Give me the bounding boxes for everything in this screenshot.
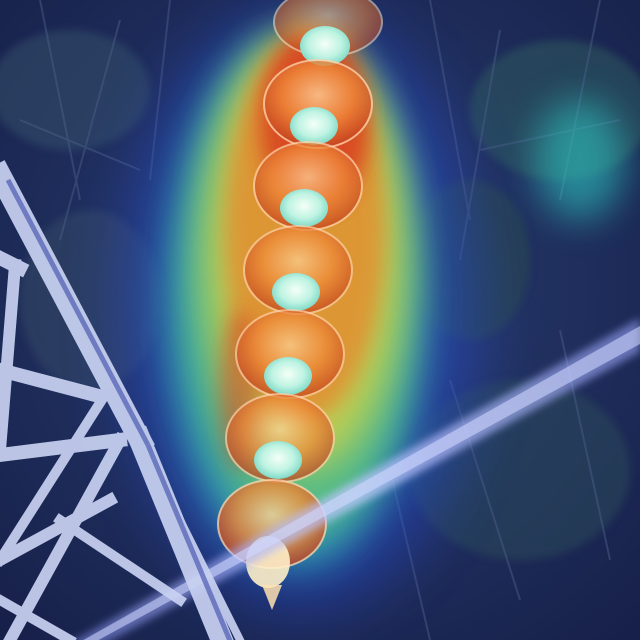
insulator-disc: [263, 59, 373, 149]
insulator-disc: [225, 393, 335, 483]
transmission-tower: [0, 160, 245, 640]
insulator-disc: [235, 309, 345, 399]
power-line: [75, 318, 640, 640]
insulator-disc: [273, 0, 383, 66]
tower-shadow: [5, 178, 233, 640]
insulator-string: [217, 0, 383, 610]
insulator-disc: [243, 225, 353, 315]
insulator-disc: [253, 141, 363, 231]
insulator-clamp: [262, 585, 282, 610]
